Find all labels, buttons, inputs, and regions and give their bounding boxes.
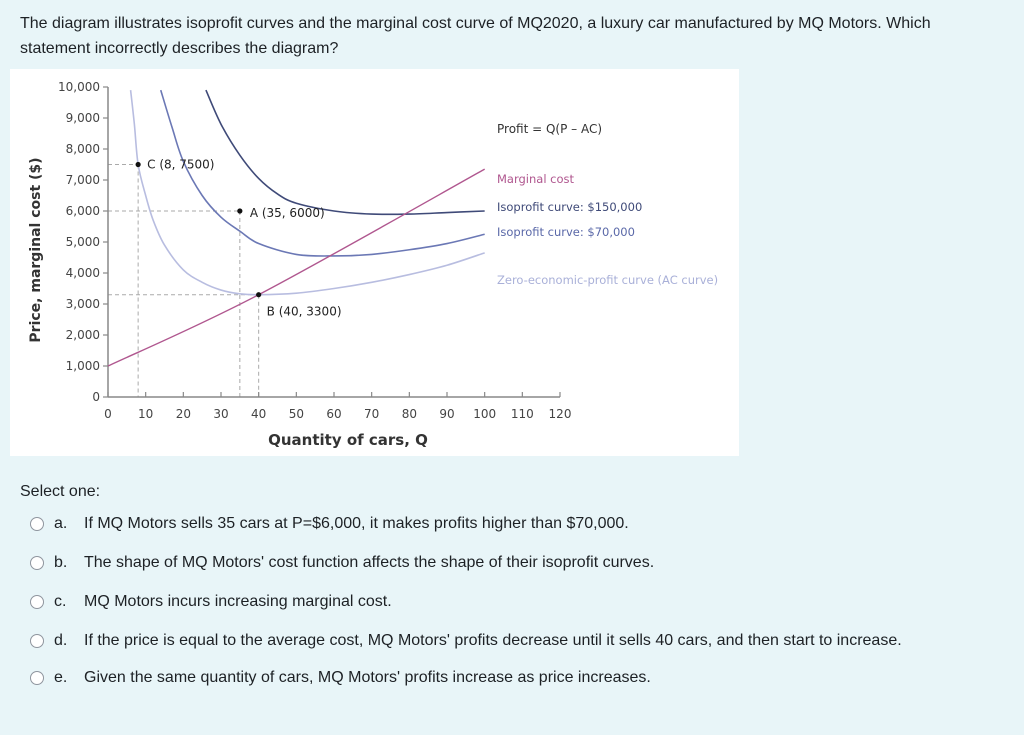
curve-labels: Isoprofit curve: $150,000 Isoprofit curve… bbox=[497, 172, 718, 287]
x-tick-label: 0 bbox=[104, 407, 112, 421]
isoprofit-curve-150-000-label: Isoprofit curve: $150,000 bbox=[497, 200, 642, 214]
answer-options: a. If MQ Motors sells 35 cars at P=$6,00… bbox=[30, 511, 990, 704]
point-label: C (8, 7500) bbox=[147, 158, 214, 172]
y-tick-label: 5,000 bbox=[66, 235, 100, 249]
y-tick-label: 2,000 bbox=[66, 328, 100, 342]
radio-button[interactable] bbox=[30, 517, 44, 531]
x-tick-label: 70 bbox=[364, 407, 379, 421]
x-tick-label: 50 bbox=[289, 407, 304, 421]
x-tick-label: 80 bbox=[402, 407, 417, 421]
x-tick-label: 30 bbox=[213, 407, 228, 421]
radio-button[interactable] bbox=[30, 556, 44, 570]
isoprofit-curve-70-000-label: Isoprofit curve: $70,000 bbox=[497, 225, 635, 239]
x-tick-label: 100 bbox=[473, 407, 496, 421]
zero-economic-profit-curve-ac-curve-label: Zero-economic-profit curve (AC curve) bbox=[497, 273, 718, 287]
y-tick-label: 3,000 bbox=[66, 297, 100, 311]
isoprofit-curve-150-000-curve bbox=[205, 89, 485, 216]
marginal-cost-label: Marginal cost bbox=[497, 172, 575, 186]
option-letter: c. bbox=[54, 593, 67, 610]
y-tick-label: 1,000 bbox=[66, 359, 100, 373]
option-letter: d. bbox=[54, 632, 68, 649]
point-label: B (40, 3300) bbox=[267, 305, 342, 319]
y-tick-label: 10,000 bbox=[58, 80, 100, 94]
y-tick-label: 7,000 bbox=[66, 173, 100, 187]
x-tick-label: 40 bbox=[251, 407, 266, 421]
zero-economic-profit-curve-ac-curve-curve bbox=[129, 90, 485, 296]
option-text: The shape of MQ Motors' cost function af… bbox=[84, 554, 655, 571]
option-letter: e. bbox=[54, 669, 68, 686]
axes: 0 1,000 2,000 3,000 4,000 5,000 6,000 7,000 8,00… bbox=[58, 80, 571, 421]
point-marker bbox=[237, 208, 243, 214]
diagram: 0 1,000 2,000 3,000 4,000 5,000 6,000 7,000 8,00… bbox=[10, 69, 739, 456]
option-letter: b. bbox=[54, 554, 68, 571]
x-axis-label: Quantity of cars, Q bbox=[268, 431, 428, 449]
option-text: MQ Motors incurs increasing marginal cos… bbox=[84, 593, 392, 610]
isoprofit-curve-70-000-curve bbox=[159, 89, 485, 257]
profit-formula: Profit = Q(P – AC) bbox=[497, 122, 602, 136]
y-tick-label: 8,000 bbox=[66, 142, 100, 156]
x-tick-label: 10 bbox=[138, 407, 153, 421]
y-tick-label: 4,000 bbox=[66, 266, 100, 280]
x-tick-label: 90 bbox=[439, 407, 454, 421]
curves bbox=[107, 89, 486, 367]
option-text: If MQ Motors sells 35 cars at P=$6,000, … bbox=[84, 515, 629, 532]
y-tick-label: 6,000 bbox=[66, 204, 100, 218]
x-tick-label: 60 bbox=[326, 407, 341, 421]
point-label: A (35, 6000) bbox=[250, 206, 325, 220]
y-tick-label: 0 bbox=[92, 390, 100, 404]
option-a[interactable]: a. If MQ Motors sells 35 cars at P=$6,00… bbox=[30, 511, 990, 536]
option-text: If the price is equal to the average cos… bbox=[84, 632, 902, 649]
isoprofit-chart: 0 1,000 2,000 3,000 4,000 5,000 6,000 7,000 8,00… bbox=[28, 80, 718, 449]
select-one-label: Select one: bbox=[20, 483, 101, 500]
radio-button[interactable] bbox=[30, 595, 44, 609]
y-axis-label: Price, marginal cost ($) bbox=[28, 157, 44, 342]
y-tick-label: 9,000 bbox=[66, 111, 100, 125]
option-e[interactable]: e. Given the same quantity of cars, MQ M… bbox=[30, 665, 990, 690]
x-tick-label: 120 bbox=[549, 407, 572, 421]
guide-lines bbox=[108, 164, 260, 397]
option-b[interactable]: b. The shape of MQ Motors' cost function… bbox=[30, 550, 990, 575]
option-letter: a. bbox=[54, 515, 68, 532]
x-tick-label: 20 bbox=[176, 407, 191, 421]
labeled-points: C (8, 7500) A (35, 6000) B (40, 3300) bbox=[135, 158, 342, 319]
marginal-cost-curve bbox=[107, 168, 486, 367]
radio-button[interactable] bbox=[30, 671, 44, 685]
point-marker bbox=[135, 161, 141, 168]
radio-button[interactable] bbox=[30, 634, 44, 648]
option-text: Given the same quantity of cars, MQ Moto… bbox=[84, 669, 651, 686]
point-marker bbox=[256, 292, 262, 298]
question-text: The diagram illustrates isoprofit curves… bbox=[20, 15, 931, 57]
option-d[interactable]: d. If the price is equal to the average … bbox=[30, 628, 990, 653]
x-tick-label: 110 bbox=[511, 407, 534, 421]
option-c[interactable]: c. MQ Motors incurs increasing marginal … bbox=[30, 589, 990, 614]
